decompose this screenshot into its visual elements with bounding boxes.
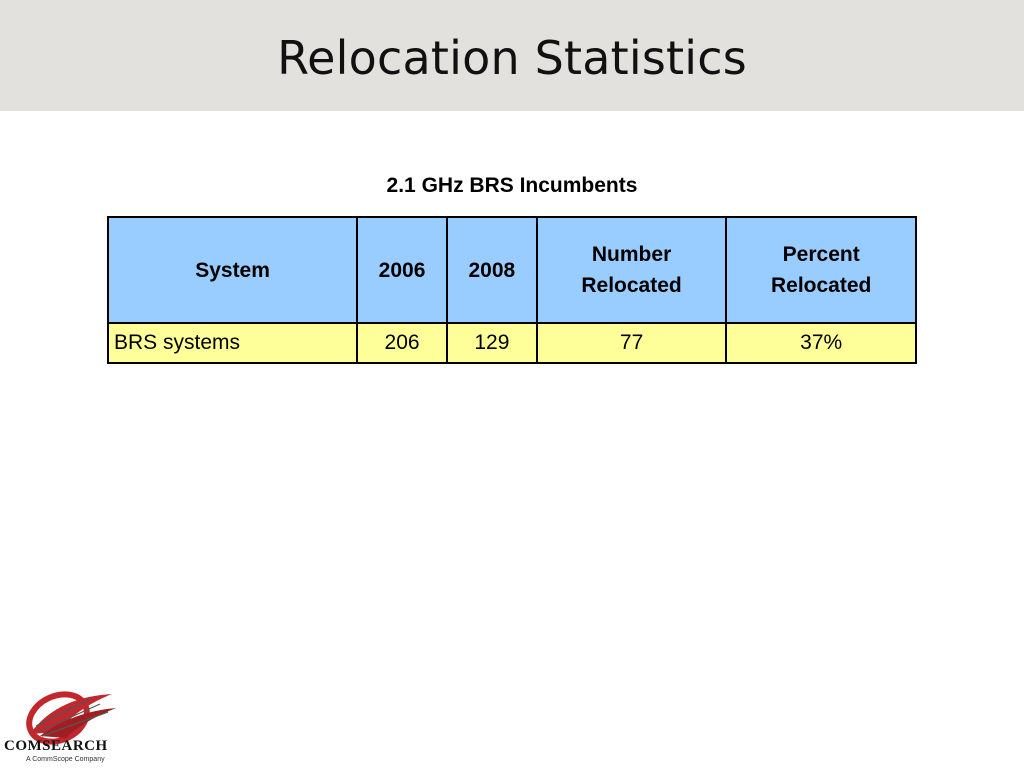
- comsearch-logo: [26, 691, 116, 745]
- table-header-row: System 2006 2008 Number Relocated Percen…: [106, 216, 917, 324]
- cell-2006: 206: [356, 322, 448, 364]
- column-header-2008: 2008: [445, 216, 538, 324]
- logo-tagline: A CommScope Company: [26, 756, 105, 763]
- title-bar: Relocation Statistics: [0, 0, 1024, 111]
- column-header-number-relocated: Number Relocated: [535, 216, 728, 324]
- cell-percent-relocated: 37%: [725, 322, 917, 364]
- column-header-2006: 2006: [356, 216, 448, 324]
- logo-wordmark: COMSEARCH: [4, 738, 108, 754]
- cell-number-relocated: 77: [535, 322, 728, 364]
- column-header-percent-relocated: Percent Relocated: [725, 216, 917, 324]
- slide-title: Relocation Statistics: [277, 31, 747, 85]
- cell-system: BRS systems: [106, 322, 359, 364]
- column-header-system: System: [106, 216, 359, 324]
- cell-2008: 129: [445, 322, 538, 364]
- logo-swoosh-icon: [26, 691, 116, 745]
- table-caption: 2.1 GHz BRS Incumbents: [386, 174, 638, 197]
- statistics-table: System 2006 2008 Number Relocated Percen…: [106, 216, 917, 364]
- table-row: BRS systems 206 129 77 37%: [106, 322, 917, 364]
